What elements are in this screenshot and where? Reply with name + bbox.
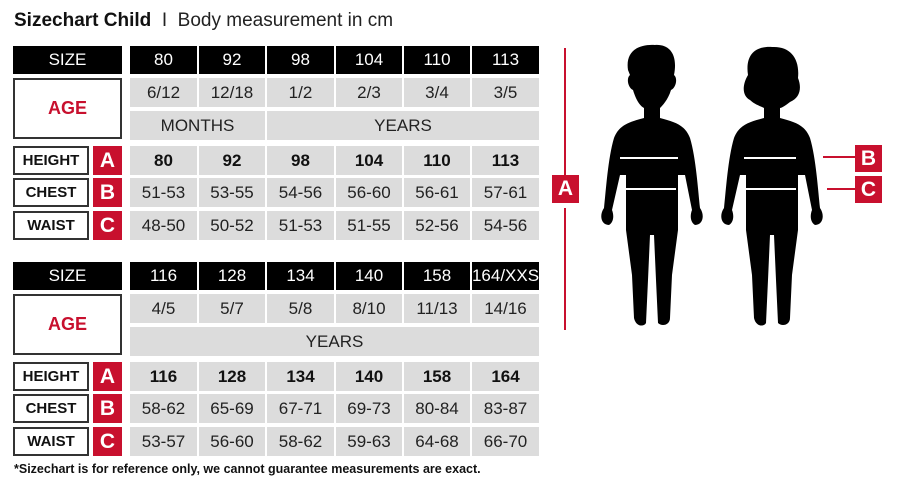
- chest-cell: 54-56: [267, 178, 334, 207]
- height-letter-a: A: [93, 362, 122, 391]
- height-cell: 140: [336, 362, 402, 391]
- height-cell: 104: [336, 146, 402, 175]
- waist-cell: 58-62: [267, 427, 334, 456]
- chest-cell: 58-62: [130, 394, 197, 423]
- size-cell: 104: [336, 46, 402, 74]
- chest-letter-b: B: [93, 394, 122, 423]
- size-cell: 128: [199, 262, 265, 290]
- chest-label: CHEST: [13, 394, 89, 423]
- height-cell: 128: [199, 362, 265, 391]
- size-cell: 80: [130, 46, 197, 74]
- height-label: HEIGHT: [13, 362, 89, 391]
- chest-label: CHEST: [13, 178, 89, 207]
- body-diagram: [564, 44, 855, 330]
- age-label: AGE: [13, 78, 122, 139]
- chest-letter-b: B: [93, 178, 122, 207]
- size-cell: 113: [472, 46, 539, 74]
- chest-cell: 65-69: [199, 394, 265, 423]
- waist-cell: 66-70: [472, 427, 539, 456]
- waist-marker-c: C: [855, 176, 882, 203]
- age-cell: 5/8: [267, 294, 334, 323]
- height-cell: 92: [199, 146, 265, 175]
- age-cell: 11/13: [404, 294, 470, 323]
- waist-cell: 56-60: [199, 427, 265, 456]
- size-cell: 110: [404, 46, 470, 74]
- size-cell: 92: [199, 46, 265, 74]
- age-cell: 2/3: [336, 78, 402, 107]
- title-sub: Body measurement in cm: [177, 10, 394, 31]
- waist-cell: 51-55: [336, 211, 402, 240]
- age-cell: 6/12: [130, 78, 197, 107]
- chest-cell: 80-84: [404, 394, 470, 423]
- chest-cell: 67-71: [267, 394, 334, 423]
- height-marker-a: A: [552, 175, 579, 203]
- measurement-lines: [620, 157, 796, 190]
- size-cell: 164/XXS: [472, 262, 539, 290]
- title-main: Sizechart Child: [14, 10, 152, 31]
- size-cell: 140: [336, 262, 402, 290]
- chest-cell: 51-53: [130, 178, 197, 207]
- height-cell: 116: [130, 362, 197, 391]
- waist-cell: 51-53: [267, 211, 334, 240]
- age-cell: 3/5: [472, 78, 539, 107]
- height-cell: 134: [267, 362, 334, 391]
- age-cell: 12/18: [199, 78, 265, 107]
- waist-cell: 64-68: [404, 427, 470, 456]
- age-unit-cell: YEARS: [130, 327, 539, 356]
- chest-cell: 56-61: [404, 178, 470, 207]
- page-title: Sizechart Child I Body measurement in cm: [14, 10, 393, 32]
- age-cell: 4/5: [130, 294, 197, 323]
- height-cell: 158: [404, 362, 470, 391]
- age-unit-cell: MONTHS: [130, 111, 265, 140]
- age-unit-cell: YEARS: [267, 111, 539, 140]
- chest-cell: 53-55: [199, 178, 265, 207]
- footnote: *Sizechart is for reference only, we can…: [14, 462, 481, 476]
- chest-cell: 69-73: [336, 394, 402, 423]
- height-cell: 110: [404, 146, 470, 175]
- waist-cell: 53-57: [130, 427, 197, 456]
- chest-marker-b: B: [855, 145, 882, 172]
- height-cell: 164: [472, 362, 539, 391]
- boy-silhouette-icon: [601, 44, 823, 326]
- size-cell: 134: [267, 262, 334, 290]
- waist-label: WAIST: [13, 211, 89, 240]
- age-cell: 3/4: [404, 78, 470, 107]
- chest-cell: 83-87: [472, 394, 539, 423]
- age-cell: 8/10: [336, 294, 402, 323]
- waist-letter-c: C: [93, 211, 122, 240]
- height-cell: 80: [130, 146, 197, 175]
- waist-cell: 52-56: [404, 211, 470, 240]
- waist-cell: 50-52: [199, 211, 265, 240]
- size-label: SIZE: [13, 262, 122, 290]
- size-cell: 158: [404, 262, 470, 290]
- height-letter-a: A: [93, 146, 122, 175]
- size-cell: 98: [267, 46, 334, 74]
- size-label: SIZE: [13, 46, 122, 74]
- age-cell: 5/7: [199, 294, 265, 323]
- chest-cell: 57-61: [472, 178, 539, 207]
- size-cell: 116: [130, 262, 197, 290]
- age-cell: 14/16: [472, 294, 539, 323]
- height-cell: 98: [267, 146, 334, 175]
- waist-cell: 59-63: [336, 427, 402, 456]
- height-cell: 113: [472, 146, 539, 175]
- age-cell: 1/2: [267, 78, 334, 107]
- title-separator: I: [161, 10, 168, 31]
- age-label: AGE: [13, 294, 122, 355]
- chest-cell: 56-60: [336, 178, 402, 207]
- waist-letter-c: C: [93, 427, 122, 456]
- waist-label: WAIST: [13, 427, 89, 456]
- waist-cell: 48-50: [130, 211, 197, 240]
- height-label: HEIGHT: [13, 146, 89, 175]
- waist-cell: 54-56: [472, 211, 539, 240]
